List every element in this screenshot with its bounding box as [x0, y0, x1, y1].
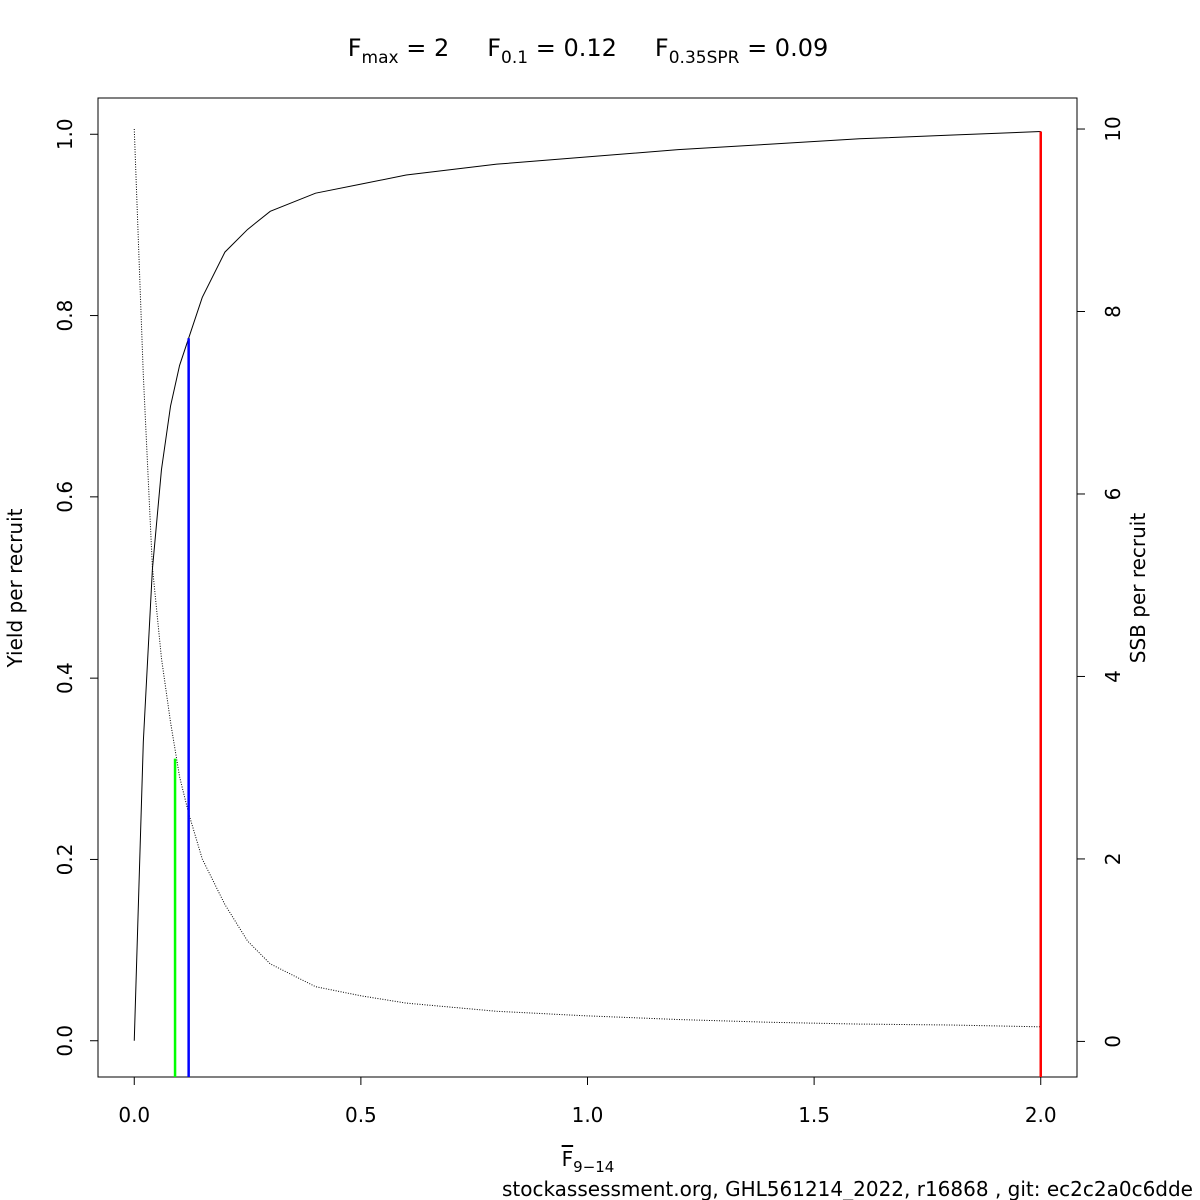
footer: stockassessment.org, GHL561214_2022, r16…	[502, 1177, 1193, 1200]
y2-tick-label: 10	[1101, 116, 1125, 141]
y-axis-label: Yield per recruit	[3, 508, 27, 668]
chart-title: Fmax = 2 F0.1 = 0.12 F0.35SPR = 0.09	[348, 34, 829, 68]
title-value: = 2	[399, 34, 450, 62]
x-label-subscript: 9−14	[573, 1158, 614, 1176]
title-subscript: max	[362, 48, 399, 68]
plot-frame	[97, 97, 1078, 1078]
y2-axis-label: SSB per recruit	[1126, 513, 1150, 664]
x-tick-label: 0.5	[345, 1103, 377, 1127]
title-symbol: F	[655, 34, 669, 62]
curve	[133, 129, 1041, 1028]
x-tick-label: 1.0	[572, 1103, 604, 1127]
title-value: = 0.09	[739, 34, 828, 62]
y-tick-label: 0.0	[53, 1025, 77, 1057]
y-tick-label: 0.8	[53, 300, 77, 332]
x-tick-label: 2.0	[1025, 1103, 1057, 1127]
y2-tick-label: 6	[1101, 488, 1125, 501]
x-axis-label: F9−14	[562, 1147, 615, 1176]
x-tick-label: 0.0	[118, 1103, 150, 1127]
y2-tick-label: 2	[1101, 853, 1125, 866]
x-label-symbol: F	[562, 1147, 574, 1171]
y2-tick-label: 8	[1101, 305, 1125, 318]
y2-tick-label: 4	[1101, 670, 1125, 683]
title-subscript: 0.35SPR	[669, 48, 740, 68]
y-tick-label: 0.2	[53, 844, 77, 876]
title-value: = 0.12	[528, 34, 617, 62]
title-symbol: F	[348, 34, 362, 62]
x-tick-label: 1.5	[798, 1103, 830, 1127]
y-tick-label: 0.6	[53, 481, 77, 513]
y-tick-label: 1.0	[53, 118, 77, 150]
title-subscript: 0.1	[501, 48, 528, 68]
y-tick-label: 0.4	[53, 662, 77, 694]
title-symbol: F	[487, 34, 501, 62]
curve	[133, 131, 1041, 1041]
y2-tick-label: 0	[1101, 1035, 1125, 1048]
